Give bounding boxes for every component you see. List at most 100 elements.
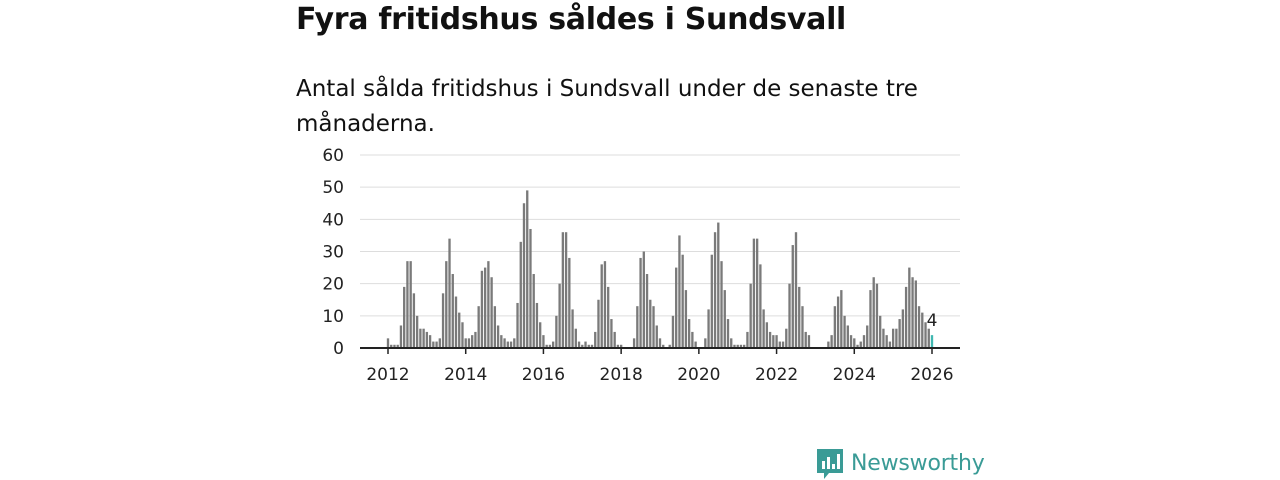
- bar: [707, 309, 710, 348]
- bar: [587, 344, 590, 348]
- bar: [801, 306, 804, 348]
- bar: [891, 328, 895, 348]
- bar: [561, 232, 565, 348]
- chart-subtitle: Antal sålda fritidshus i Sundsvall under…: [296, 76, 918, 137]
- y-tick-label: 20: [322, 275, 344, 295]
- bar: [843, 315, 846, 348]
- bar: [720, 261, 723, 348]
- bar: [778, 341, 781, 348]
- x-tick-label: 2022: [755, 365, 798, 385]
- bar: [607, 286, 610, 348]
- bar: [471, 335, 474, 348]
- bar: [730, 338, 733, 348]
- bar: [490, 277, 493, 348]
- bar: [775, 335, 778, 348]
- bar: [438, 338, 441, 348]
- bar: [558, 283, 561, 348]
- bar: [904, 286, 908, 348]
- bar: [516, 302, 519, 348]
- bar: [500, 335, 503, 348]
- bar: [493, 306, 497, 348]
- bar: [908, 267, 911, 348]
- bar: [577, 341, 581, 348]
- bar: [765, 322, 769, 348]
- x-tick-label: 2014: [444, 365, 487, 385]
- latest-value-label: 4: [927, 311, 938, 331]
- y-tick-label: 60: [322, 146, 344, 166]
- bar: [898, 319, 901, 348]
- bar: [555, 315, 558, 348]
- bar: [551, 341, 555, 348]
- bar: [788, 283, 791, 348]
- bar: [671, 315, 675, 348]
- bar: [794, 232, 798, 348]
- bar: [710, 254, 713, 348]
- bar: [386, 338, 390, 348]
- bar: [619, 344, 623, 348]
- bar: [746, 331, 749, 348]
- newsworthy-brand: Newsworthy: [815, 446, 985, 480]
- page-title: Fyra fritidshus såldes i Sundsvall: [296, 2, 847, 37]
- bar: [917, 306, 921, 348]
- bar: [519, 241, 522, 348]
- bar: [483, 267, 487, 348]
- bar: [448, 238, 451, 348]
- bar: [736, 344, 739, 348]
- bar: [454, 296, 458, 348]
- bar: [853, 338, 856, 348]
- bar: [616, 344, 620, 348]
- bar: [827, 341, 830, 348]
- bar: [496, 325, 500, 348]
- bar: [590, 344, 594, 348]
- bar: [872, 277, 875, 348]
- bar: [441, 293, 445, 348]
- bar: [849, 335, 853, 348]
- bar: [445, 261, 448, 348]
- bar: [798, 286, 801, 348]
- bar: [658, 338, 662, 348]
- bar: [487, 261, 490, 348]
- bar: [885, 335, 888, 348]
- bar: [733, 344, 736, 348]
- y-tick-label: 10: [322, 307, 344, 327]
- bar: [914, 280, 917, 348]
- bar: [684, 290, 688, 348]
- bar: [503, 338, 506, 348]
- bar: [713, 232, 717, 348]
- bar: [652, 306, 655, 348]
- bar: [613, 331, 616, 348]
- bar: [409, 261, 412, 348]
- bar: [594, 331, 597, 348]
- bar: [921, 312, 924, 348]
- bar: [762, 309, 765, 348]
- bar: [480, 270, 484, 348]
- x-tick-label: 2012: [366, 365, 409, 385]
- bar: [749, 283, 752, 348]
- bar: [901, 309, 905, 348]
- bar: [532, 274, 535, 348]
- bar: [390, 344, 393, 348]
- bar: [603, 261, 607, 348]
- bar: [875, 283, 879, 348]
- bar: [768, 331, 772, 348]
- bar: [785, 328, 788, 348]
- bar: [723, 290, 726, 348]
- bar: [678, 235, 681, 348]
- bar: [807, 335, 811, 348]
- bar: [739, 344, 743, 348]
- bar: [506, 341, 509, 348]
- bar: [911, 277, 914, 348]
- bar: [526, 190, 529, 348]
- bar: [662, 344, 665, 348]
- brand-name: Newsworthy: [851, 450, 985, 476]
- bar: [879, 315, 882, 348]
- bar: [403, 286, 406, 348]
- bar: [752, 238, 756, 348]
- bar: [474, 331, 477, 348]
- bar: [717, 222, 720, 348]
- bar: [694, 341, 697, 348]
- bar: [726, 319, 730, 348]
- bar: [927, 328, 930, 348]
- bar: [539, 322, 542, 348]
- x-tick-label: 2024: [833, 365, 876, 385]
